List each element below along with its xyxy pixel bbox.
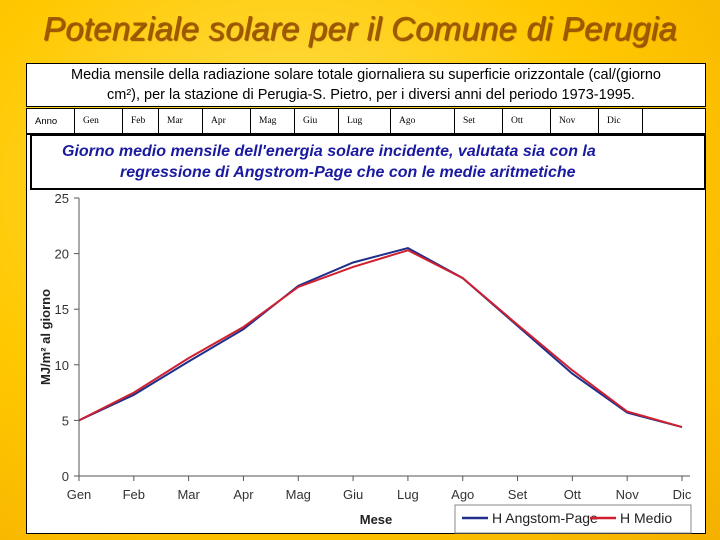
table-header-lug: Lug [339,109,391,133]
series-line-h-medio [78,249,683,429]
y-axis-title: MJ/m² al giorno [38,289,53,385]
table-header-feb: Feb [123,109,159,133]
legend-label: H Angstom-Page [492,510,598,526]
table-header-nov: Nov [551,109,599,133]
x-tick-label: Set [508,487,528,502]
x-ticks: Gen Feb Mar Apr Mag Giu Lug Ago Set Ott Nov Dic [67,476,692,502]
x-tick-label: Ago [451,487,474,502]
x-tick-label: Gen [67,487,92,502]
y-tick-label: 10 [55,358,69,373]
chart-title-box: Giorno medio mensile dell'energia solare… [30,134,706,190]
y-tick-label: 0 [62,469,69,484]
series-line-angstrom-page [78,246,683,429]
x-tick-label: Mag [286,487,311,502]
x-tick-label: Ott [564,487,582,502]
table-header-ott: Ott [503,109,551,133]
x-tick-label: Apr [233,487,254,502]
x-axis-title: Mese [360,512,393,527]
x-tick-label: Dic [673,487,692,502]
table-header-row: Anno Gen Feb Mar Apr Mag Giu Lug Ago Set… [26,108,706,134]
x-tick-label: Lug [397,487,419,502]
chart-panel [26,134,706,534]
x-tick-label: Nov [616,487,640,502]
legend: H Angstom-Page H Medio [454,504,692,534]
table-header-mag: Mag [251,109,295,133]
caption-line-1: Media mensile della radiazione solare to… [71,67,661,83]
y-tick-label: 25 [55,191,69,206]
caption-box: Media mensile della radiazione solare to… [26,63,706,107]
table-header-giu: Giu [295,109,339,133]
x-tick-label: Mar [177,487,200,502]
y-tick-label: 20 [55,247,69,262]
y-tick-label: 15 [55,302,69,317]
series-lines [78,246,683,429]
x-tick-label: Feb [123,487,145,502]
y-ticks: 0 5 10 15 20 25 [55,191,79,484]
chart-title-line-1: Giorno medio mensile dell'energia solare… [62,143,596,160]
x-tick-label: Giu [343,487,363,502]
table-header-gen: Gen [75,109,123,133]
slide-title: Potenziale solare per il Comune di Perug… [43,10,677,47]
table-header-ago: Ago [391,109,455,133]
chart-title-line-2: regressione di Angstrom-Page che con le … [120,164,576,181]
y-tick-label: 5 [62,413,69,428]
legend-label: H Medio [620,510,672,526]
caption-line-2: cm²), per la stazione di Perugia-S. Piet… [107,87,635,103]
table-header-anno: Anno [27,109,75,133]
table-header-mar: Mar [159,109,203,133]
table-header-dic: Dic [599,109,643,133]
legend-box [454,504,692,534]
table-header-apr: Apr [203,109,251,133]
table-header-set: Set [455,109,503,133]
